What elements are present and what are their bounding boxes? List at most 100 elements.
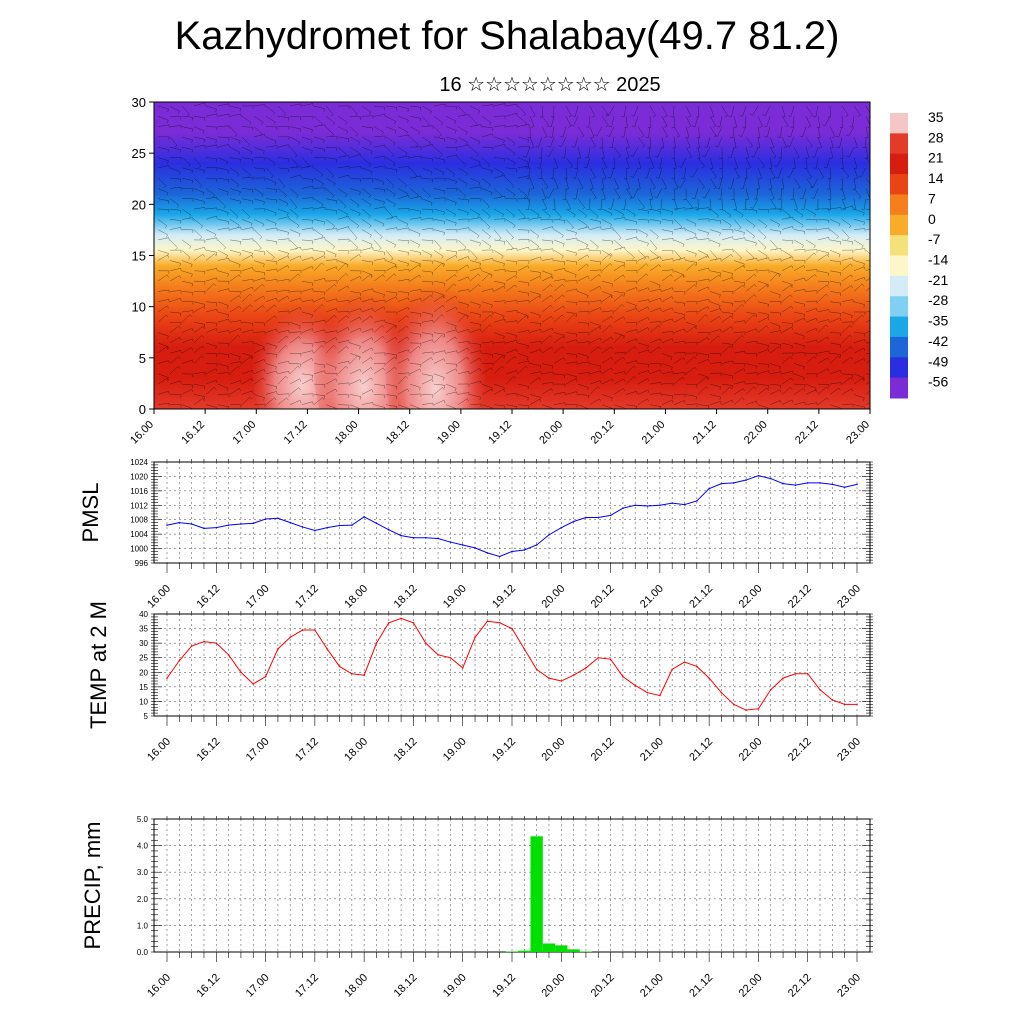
data-point <box>474 547 476 549</box>
data-point <box>277 648 279 650</box>
x-tick-label: 21.00 <box>640 419 668 447</box>
x-tick-label: 22.12 <box>786 736 814 764</box>
data-point <box>560 526 563 529</box>
data-point <box>720 691 723 694</box>
y-tick-label: 1020 <box>130 472 148 481</box>
y-tick-label: 5 <box>139 351 146 366</box>
x-tick-label: 21.12 <box>691 419 719 447</box>
x-tick-label: 18.00 <box>333 419 361 447</box>
data-point <box>572 520 575 523</box>
data-point <box>449 541 452 543</box>
data-point <box>326 526 328 529</box>
data-point <box>794 484 797 486</box>
y-tick-label: 0 <box>139 402 146 417</box>
data-point <box>351 524 353 526</box>
y-tick-label: 10 <box>139 697 148 706</box>
precip-bar <box>555 945 568 952</box>
x-tick-label: 18.00 <box>342 736 370 764</box>
y-tick-label: 4.0 <box>137 842 149 851</box>
colorbar-label: 35 <box>928 109 944 125</box>
x-tick-label: 23.00 <box>835 736 863 764</box>
colorbar-swatch <box>890 296 908 318</box>
data-point <box>646 691 649 694</box>
x-tick-label: 18.12 <box>384 419 412 447</box>
x-tick-label: 16.00 <box>128 419 156 447</box>
data-point <box>486 620 489 623</box>
x-tick-label: 21.12 <box>687 583 715 611</box>
data-point <box>806 482 809 484</box>
data-point <box>190 645 193 647</box>
data-point <box>609 658 612 660</box>
data-point <box>424 536 427 539</box>
colorbar-label: -42 <box>928 333 948 349</box>
data-point <box>819 482 821 484</box>
x-tick-label: 20.12 <box>589 583 617 611</box>
data-point <box>363 516 365 518</box>
data-point <box>363 674 365 676</box>
data-point <box>178 521 181 524</box>
y-tick-label: 15 <box>132 249 146 264</box>
y-tick-label: 20 <box>139 668 148 677</box>
x-tick-label: 23.00 <box>835 972 863 1000</box>
x-tick-label: 21.00 <box>638 736 666 764</box>
data-point <box>203 640 205 643</box>
colorbar-swatch <box>890 275 908 297</box>
colorbar-swatch <box>890 174 908 195</box>
x-tick-label: 18.12 <box>392 736 420 764</box>
data-point <box>215 526 218 529</box>
x-tick-label: 21.00 <box>638 972 666 1000</box>
data-point <box>732 703 735 706</box>
data-point <box>523 648 526 650</box>
colorbar-swatch <box>890 336 908 358</box>
data-point <box>498 621 501 624</box>
data-point <box>240 671 242 674</box>
data-point <box>585 516 587 519</box>
data-point <box>769 477 772 480</box>
x-tick-label: 22.00 <box>742 419 770 447</box>
data-point <box>696 665 698 668</box>
data-point <box>597 656 600 659</box>
x-tick-label: 22.12 <box>793 419 821 447</box>
data-point <box>412 621 415 624</box>
data-point <box>708 487 710 490</box>
data-point <box>166 677 168 679</box>
data-point <box>264 675 267 678</box>
data-point <box>437 654 439 656</box>
data-point <box>683 661 686 663</box>
x-tick-label: 16.00 <box>145 972 173 1000</box>
colorbar-label: -49 <box>928 353 948 369</box>
y-tick-label: 40 <box>139 610 148 619</box>
data-point <box>351 672 353 675</box>
data-point <box>757 474 760 477</box>
y-tick-label: 30 <box>139 639 148 648</box>
colorbar-swatch <box>890 194 908 216</box>
y-tick-label: 20 <box>132 197 146 212</box>
y-tick-label: 5.0 <box>137 815 149 824</box>
y-tick-label: 25 <box>139 654 148 663</box>
data-point <box>572 674 575 676</box>
data-point <box>215 642 218 644</box>
colorbar-swatch <box>890 235 908 256</box>
data-point <box>511 550 513 553</box>
colorbar-swatch <box>890 316 908 338</box>
colorbar-swatch <box>890 357 908 379</box>
data-point <box>831 483 834 486</box>
data-point <box>843 703 846 706</box>
y-tick-label: 1.0 <box>137 921 149 930</box>
data-point <box>412 536 415 539</box>
colorbar-label: -14 <box>928 252 948 268</box>
data-point <box>190 523 193 525</box>
colorbar-swatch <box>890 133 908 155</box>
data-point <box>843 486 846 489</box>
data-point <box>708 677 710 679</box>
data-point <box>227 654 230 656</box>
colorbar-swatch <box>890 214 908 236</box>
precip-bar <box>505 951 519 952</box>
x-tick-label: 22.12 <box>786 583 814 611</box>
colorbar-swatch <box>890 153 908 175</box>
temp-panel: 5 10 15 20 25 30 35 40 16.00 16.12 17.00 17.12 18.00… <box>86 601 873 764</box>
data-point <box>264 518 267 520</box>
y-tick-label: 25 <box>132 146 146 161</box>
x-tick-label: 16.12 <box>194 972 222 1000</box>
